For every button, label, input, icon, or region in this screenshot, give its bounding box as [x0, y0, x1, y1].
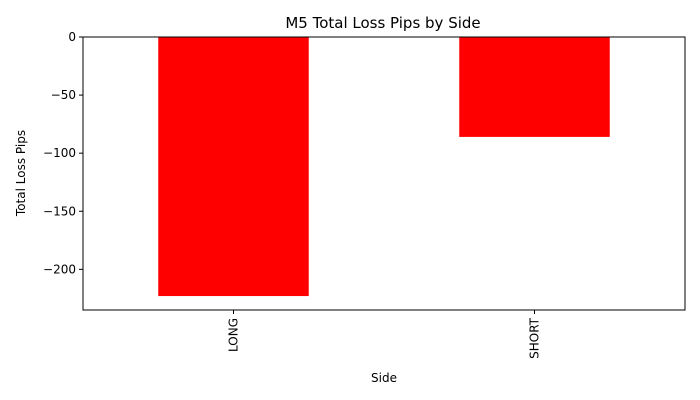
- bar-short: [459, 37, 610, 137]
- y-tick-label: 0: [68, 30, 76, 44]
- chart-title: M5 Total Loss Pips by Side: [285, 14, 480, 32]
- x-axis-label: Side: [371, 371, 397, 385]
- plot-frame: [82, 36, 686, 311]
- y-tick-label: −100: [43, 146, 76, 160]
- x-tick-label: SHORT: [528, 317, 542, 359]
- x-axis-ticks: LONG SHORT: [227, 310, 542, 359]
- y-axis-label: Total Loss Pips: [14, 130, 28, 217]
- y-axis-ticks: 0 −50 −100 −150 −200: [43, 30, 83, 276]
- y-tick-label: −150: [43, 204, 76, 218]
- y-tick-label: −50: [51, 88, 76, 102]
- bars-group: [158, 37, 610, 297]
- x-tick-label: LONG: [227, 318, 241, 352]
- bar-long: [158, 37, 309, 297]
- y-tick-label: −200: [43, 262, 76, 276]
